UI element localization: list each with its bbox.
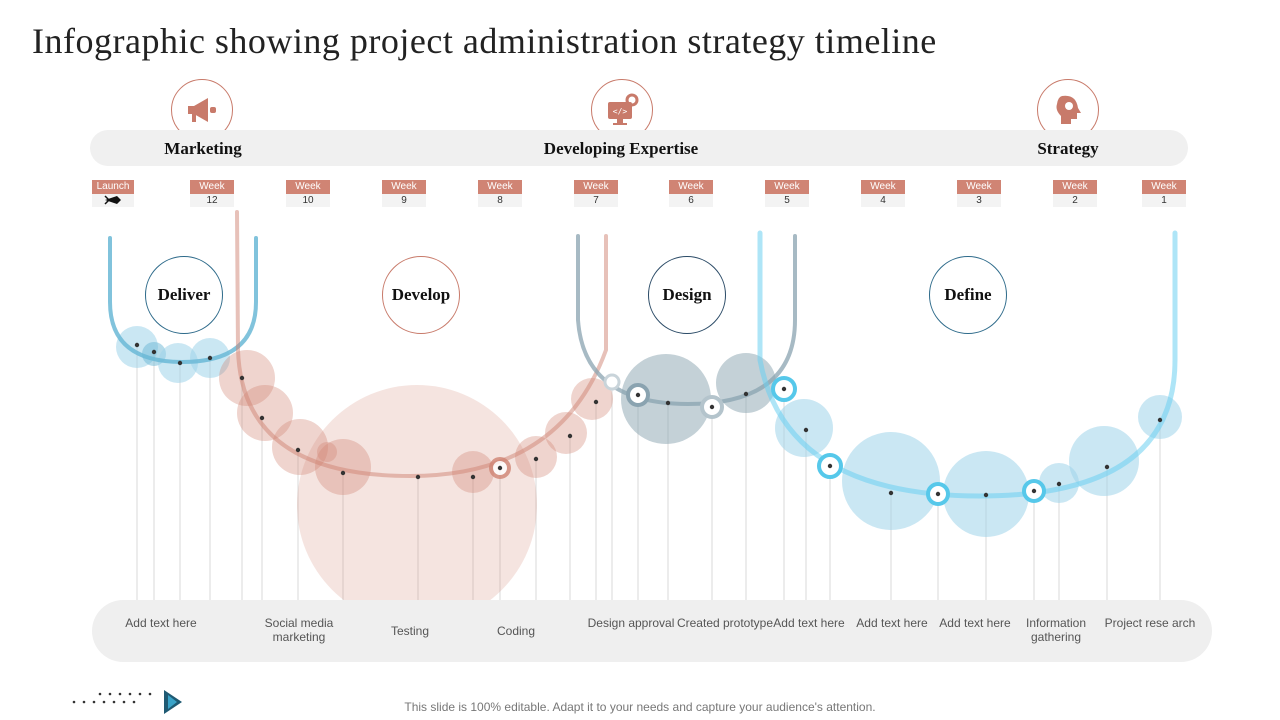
bottom-label: Information gathering: [1025, 616, 1087, 644]
week-tag: Week 6: [669, 180, 713, 207]
stage-deliver: Deliver: [145, 256, 223, 334]
week-tag: Week 4: [861, 180, 905, 207]
stage-define: Define: [929, 256, 1007, 334]
week-tag: Week 8: [478, 180, 522, 207]
week-tag: Week 9: [382, 180, 426, 207]
bottom-label: Design approval: [587, 616, 675, 630]
curves: [108, 210, 1178, 499]
ring-markers: [489, 373, 1046, 506]
svg-text:</>: </>: [613, 107, 628, 116]
bottom-label: Add text here: [856, 616, 928, 630]
data-dots: [134, 342, 1163, 498]
bubbles: [116, 326, 1182, 625]
launch-tag: Launch: [92, 180, 134, 207]
launch-label: Launch: [92, 180, 134, 194]
bottom-label: Testing: [390, 624, 430, 638]
bottom-label: Add text here: [125, 616, 197, 630]
stage-design: Design: [648, 256, 726, 334]
bottom-label: Add text here: [939, 616, 1011, 630]
bottom-label: Social media marketing: [264, 616, 334, 644]
phase-label-strategy: Strategy: [1037, 139, 1099, 158]
bottom-label: Add text here: [773, 616, 845, 630]
dotted-arrow-icon: [72, 690, 182, 714]
bottom-label: Coding: [496, 624, 536, 638]
bottom-label-band: [92, 600, 1212, 662]
phase-label-developing-expertise: Developing Expertise: [543, 139, 699, 158]
bottom-label: Project rese arch: [1104, 616, 1196, 630]
week-tag: Week 2: [1053, 180, 1097, 207]
week-tag: Week 3: [957, 180, 1001, 207]
week-tag: Week 1: [1142, 180, 1186, 207]
bottom-label: Created prototype: [676, 616, 774, 630]
guide-lines: [136, 345, 1161, 605]
page-title: Infographic showing project administrati…: [32, 21, 937, 61]
footer-note: This slide is 100% editable. Adapt it to…: [404, 700, 876, 714]
week-tag: Week 12: [190, 180, 234, 207]
phase-label-marketing: Marketing: [164, 139, 242, 158]
rocket-icon: [92, 194, 134, 207]
phase-band: [90, 130, 1188, 166]
week-tag: Week 10: [286, 180, 330, 207]
week-tag: Week 5: [765, 180, 809, 207]
stage-develop: Develop: [382, 256, 460, 334]
week-tag: Week 7: [574, 180, 618, 207]
